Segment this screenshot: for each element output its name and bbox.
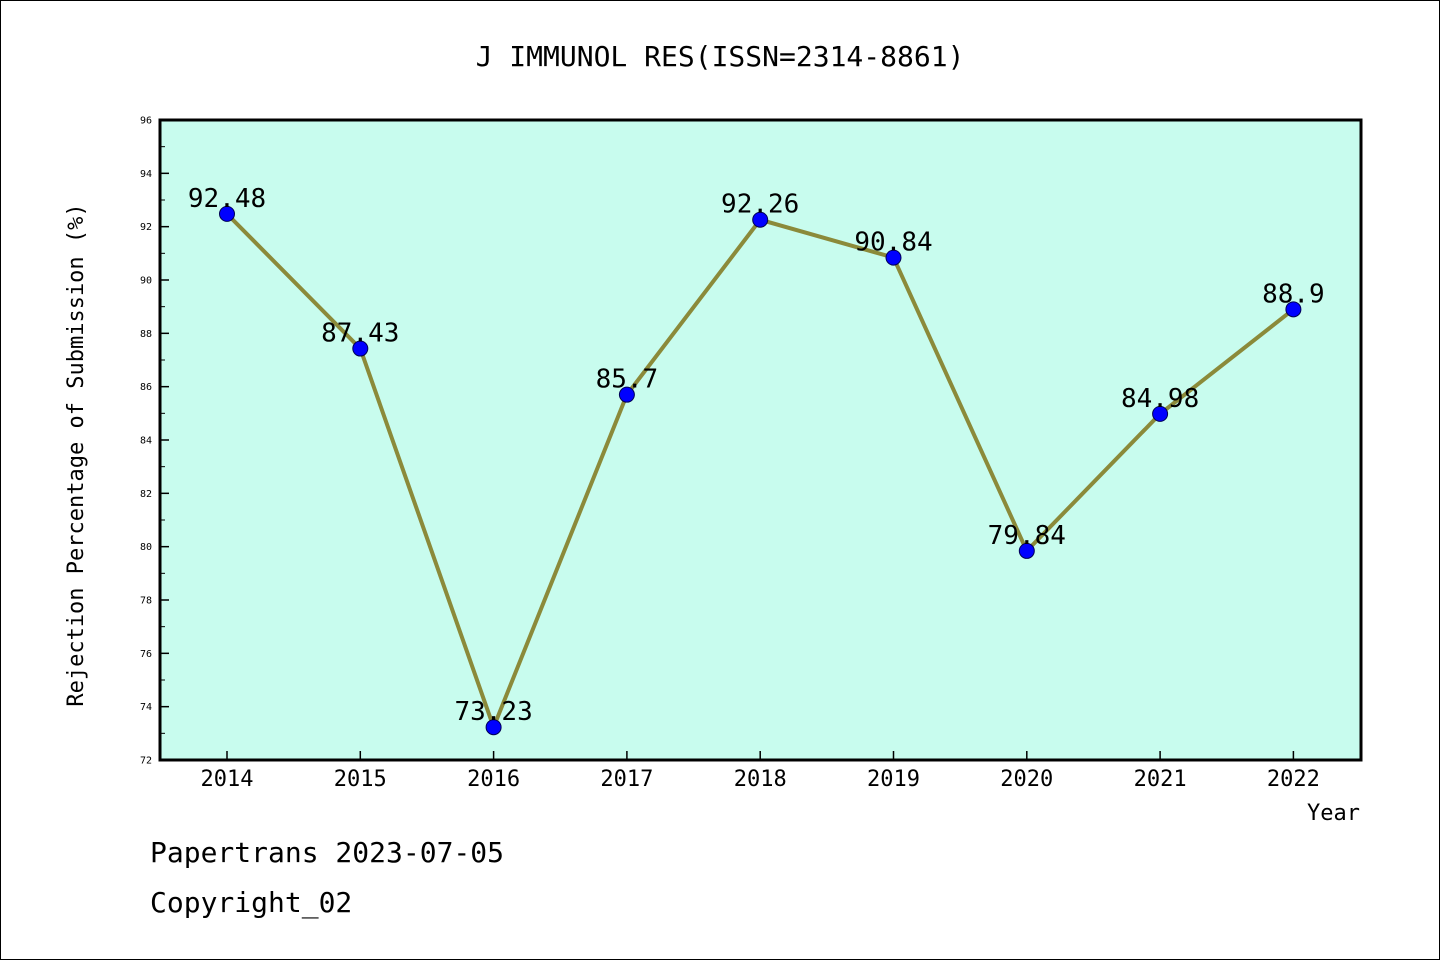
x-tick-label: 2016 (467, 767, 520, 792)
footer-date: Papertrans 2023-07-05 (150, 836, 505, 869)
x-tick-label: 2022 (1267, 767, 1320, 792)
x-tick-label: 2017 (600, 767, 653, 792)
y-tick-label: 90 (140, 276, 152, 287)
y-tick-label: 84 (140, 436, 152, 447)
data-point (219, 205, 235, 222)
y-tick-label: 88 (140, 329, 152, 340)
data-point (1285, 301, 1302, 318)
data-labels: 92.48 87.43 73.23 85.7 92.26 90.84 79.84 84.98 8… (188, 184, 1325, 727)
y-axis-label: Rejection Percentage of Submission (%) (64, 203, 89, 706)
x-tick-label: 2021 (1134, 767, 1187, 792)
data-label: 92.26 (721, 190, 799, 220)
data-label: 79.84 (988, 521, 1066, 551)
x-tick-label: 2019 (867, 767, 920, 792)
y-tick-label: 92 (140, 222, 152, 233)
y-tick-label: 82 (140, 489, 152, 500)
data-point (352, 340, 369, 357)
data-point (752, 211, 769, 228)
x-axis: 2014 2015 2016 2017 2018 2019 2020 2021 2022 (201, 751, 1320, 792)
x-axis-label: Year (1307, 801, 1360, 826)
x-tick-label: 2014 (201, 767, 254, 792)
data-label: 90.84 (854, 228, 932, 258)
x-tick-label: 2018 (734, 767, 787, 792)
data-point (1018, 542, 1035, 559)
data-point (485, 719, 502, 736)
chart-title: J IMMUNOL RES(ISSN=2314-8861) (476, 40, 965, 73)
data-point (1152, 405, 1169, 422)
y-tick-label: 94 (140, 169, 152, 180)
y-axis: 72 74 76 78 80 82 84 86 88 90 92 94 96 (140, 116, 169, 767)
data-point (618, 386, 635, 403)
y-tick-label: 72 (140, 756, 152, 767)
y-tick-label: 86 (140, 382, 152, 393)
y-tick-label: 74 (140, 702, 152, 713)
y-tick-label: 76 (140, 649, 152, 660)
data-label: 84.98 (1121, 384, 1199, 414)
y-tick-label: 96 (140, 116, 152, 127)
series-markers (219, 205, 1302, 736)
data-label: 85.7 (596, 365, 659, 395)
data-point (885, 249, 902, 266)
data-label: 73.23 (454, 697, 532, 727)
y-tick-label: 78 (140, 596, 152, 607)
x-tick-label: 2015 (334, 767, 387, 792)
data-label: 92.48 (188, 184, 266, 214)
x-tick-label: 2020 (1000, 767, 1053, 792)
data-label: 88.9 (1262, 279, 1325, 309)
footer-copyright: Copyright_02 (150, 886, 353, 919)
y-tick-label: 80 (140, 542, 152, 553)
data-label: 87.43 (321, 319, 399, 349)
